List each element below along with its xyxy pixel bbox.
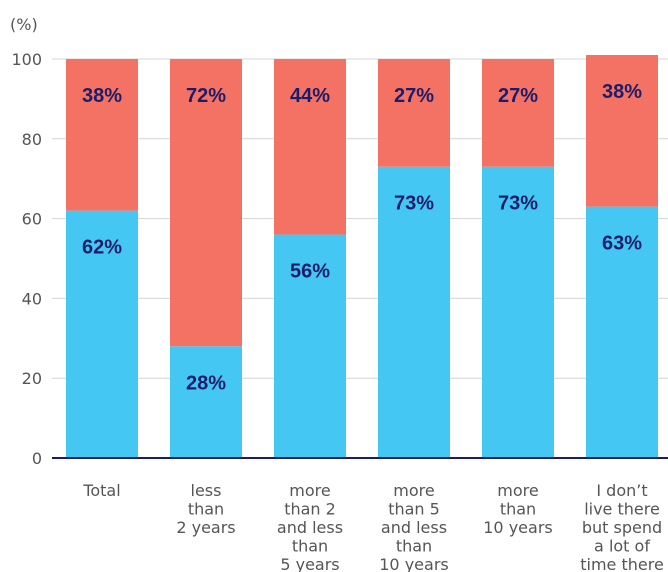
data-label: 27% xyxy=(394,85,434,107)
category-label: 10 years xyxy=(379,555,448,572)
category-label: 5 years xyxy=(280,555,339,572)
category-label: than xyxy=(396,537,432,556)
category-label: more xyxy=(289,481,330,500)
data-label: 56% xyxy=(290,261,330,283)
data-label: 72% xyxy=(186,85,226,107)
data-label: 44% xyxy=(290,85,330,107)
bar-segment xyxy=(66,59,138,211)
bar-segment xyxy=(274,234,346,458)
category-label: and less xyxy=(277,518,343,537)
y-tick-label: 80 xyxy=(22,130,42,149)
y-axis-unit-label: (%) xyxy=(10,15,38,34)
bar-segment xyxy=(170,346,242,458)
category-label: than xyxy=(500,500,536,519)
data-label: 38% xyxy=(82,85,122,107)
bar-segment xyxy=(274,59,346,235)
bar-segment xyxy=(378,166,450,459)
data-label: 73% xyxy=(498,193,538,215)
grid-lines xyxy=(52,58,668,379)
data-label: 27% xyxy=(498,85,538,107)
category-label: less xyxy=(191,481,222,500)
y-tick-label: 100 xyxy=(11,50,42,69)
category-label: I don’t xyxy=(596,481,647,500)
y-tick-label: 0 xyxy=(32,449,42,468)
category-label: 2 years xyxy=(176,518,235,537)
data-label: 73% xyxy=(394,193,434,215)
data-label: 38% xyxy=(602,81,642,103)
data-labels: 62% 38% 28% 72% 56% 44% 73% 27% 73% 27% 63% 38% xyxy=(82,81,642,394)
category-label: live there xyxy=(584,500,660,519)
bar-segment xyxy=(482,59,554,167)
y-tick-label: 40 xyxy=(22,289,42,308)
category-label: and less xyxy=(381,518,447,537)
bars xyxy=(66,55,658,459)
category-label: than 2 xyxy=(284,500,336,519)
data-label: 63% xyxy=(602,233,642,255)
y-axis-ticks: 0 20 40 60 80 100 xyxy=(11,50,42,468)
y-tick-label: 20 xyxy=(22,369,42,388)
category-label: but spend xyxy=(582,518,662,537)
category-label: than 5 xyxy=(388,500,440,519)
category-label: than xyxy=(292,537,328,556)
bar-segment xyxy=(586,55,658,207)
data-label: 62% xyxy=(82,237,122,259)
category-label: than xyxy=(188,500,224,519)
category-label: more xyxy=(497,481,538,500)
category-label: Total xyxy=(82,481,120,500)
y-tick-label: 60 xyxy=(22,210,42,229)
bar-segment xyxy=(378,59,450,167)
bar-segment xyxy=(482,166,554,459)
category-label: a lot of xyxy=(594,537,650,556)
category-label: 10 years xyxy=(483,518,552,537)
data-label: 28% xyxy=(186,372,226,394)
bar-segment xyxy=(170,59,242,347)
category-label: more xyxy=(393,481,434,500)
bar-segment xyxy=(66,210,138,458)
category-label: time there xyxy=(580,555,664,572)
bar-segment xyxy=(586,206,658,458)
